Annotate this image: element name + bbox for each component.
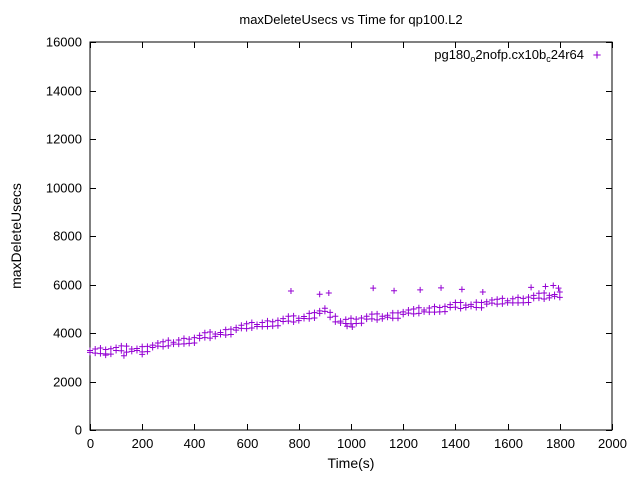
y-tick-label: 4000 (53, 326, 82, 341)
legend-label: pg180o2nofp.cx10bc24r64 (434, 47, 584, 64)
x-axis-label: Time(s) (327, 455, 375, 471)
legend-label-subscript: c (546, 54, 551, 65)
y-tick-label: 6000 (53, 278, 82, 293)
legend-label-part: 2nofp.cx10b (475, 47, 547, 62)
y-tick-label: 0 (75, 423, 82, 438)
plot-border (89, 41, 613, 431)
x-tick-label: 2000 (598, 436, 627, 451)
x-tick-label: 1600 (494, 436, 523, 451)
x-tick-label: 600 (237, 436, 259, 451)
x-tick-label: 800 (289, 436, 311, 451)
y-tick-label: 14000 (46, 84, 82, 99)
x-tick-label: 1200 (389, 436, 418, 451)
y-tick-label: 12000 (46, 132, 82, 147)
x-tick-label: 400 (184, 436, 206, 451)
legend-plus-marker-icon: + (592, 47, 602, 65)
x-tick-label: 0 (87, 436, 94, 451)
legend-label-subscript: o (470, 54, 476, 65)
x-tick-label: 1000 (337, 436, 366, 451)
y-tick-label: 8000 (53, 229, 82, 244)
y-tick-label: 10000 (46, 181, 82, 196)
x-tick-label: 1400 (441, 436, 470, 451)
legend-label-part: pg180 (434, 47, 471, 62)
legend-label-part: 24r64 (550, 47, 584, 62)
y-tick-label: 2000 (53, 375, 82, 390)
legend: pg180o2nofp.cx10bc24r64 + (434, 47, 610, 64)
chart-title: maxDeleteUsecs vs Time for qp100.L2 (239, 12, 463, 27)
series-points (87, 282, 563, 359)
y-axis-label: maxDeleteUsecs (8, 183, 24, 289)
x-tick-label: 200 (132, 436, 154, 451)
y-tick-label: 16000 (46, 35, 82, 50)
x-tick-label: 1800 (546, 436, 575, 451)
